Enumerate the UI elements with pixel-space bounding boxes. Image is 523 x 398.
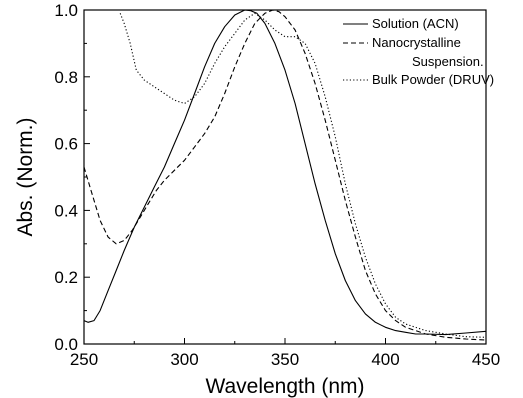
series-dashed-line <box>83 9 487 341</box>
legend-label: Nanocrystalline <box>372 35 461 50</box>
series-solid-line <box>83 9 487 336</box>
axis-ticks: 250 300 350 400 450 0.0 0.2 0.4 0.6 0.8 1.0 <box>54 1 500 369</box>
y-tick-label: 0.6 <box>54 135 78 154</box>
legend-label: Suspension. <box>412 54 484 69</box>
x-tick-label: 300 <box>170 350 198 369</box>
x-tick-label: 350 <box>271 350 299 369</box>
legend: Solution (ACN) Nanocrystalline Suspension.… <box>343 16 494 87</box>
y-tick-label: 0.4 <box>54 201 78 220</box>
legend-label: Solution (ACN) <box>372 16 459 31</box>
y-tick-label: 0.0 <box>54 335 78 354</box>
series-lines <box>83 9 487 341</box>
y-axis-title: Abs. (Norm.) <box>14 117 37 236</box>
legend-label: Bulk Powder (DRUV) <box>372 72 494 87</box>
x-tick-label: 450 <box>472 350 500 369</box>
y-tick-label: 1.0 <box>54 1 78 20</box>
x-tick-label: 400 <box>371 350 399 369</box>
y-tick-label: 0.8 <box>54 68 78 87</box>
x-tick-label: 250 <box>70 350 98 369</box>
x-axis-title: Wavelength (nm) <box>205 375 364 398</box>
y-tick-label: 0.2 <box>54 268 78 287</box>
